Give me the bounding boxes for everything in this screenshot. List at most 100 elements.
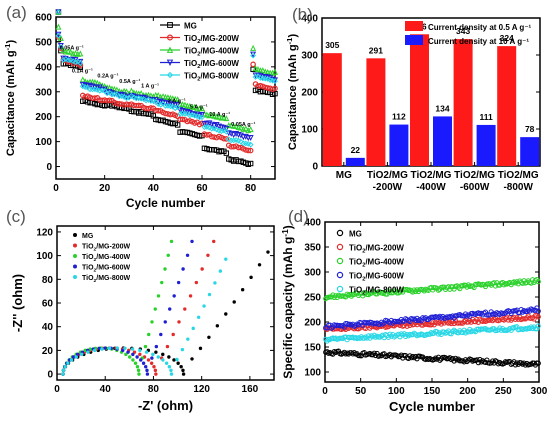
panel-c-point: [207, 292, 212, 297]
panel-d-ytick-label: 250: [304, 293, 321, 304]
panel-c-point: [126, 350, 130, 354]
panel-c-point: [153, 368, 158, 373]
panel-d-legend-marker: [336, 243, 344, 251]
panel-a-point: [247, 126, 254, 133]
panel-a-point: [169, 103, 176, 110]
panel-c-point: [138, 352, 142, 357]
panel-c-point: [154, 372, 158, 376]
panel-c-xtick-label: 80: [148, 384, 160, 395]
panel-a-rate-capability: 0 20 40 60 80 0 100 200 300 400 500 600 Cycle number…: [3, 3, 279, 210]
panel-a-point: [55, 23, 62, 30]
panel-c-point: [153, 307, 157, 311]
panel-c-point: [86, 350, 90, 354]
panel-a-legend-text: MG: [184, 22, 197, 31]
panel-c-point: [135, 365, 140, 369]
panel-a-point: [145, 96, 152, 103]
panel-a-xtick-label: 60: [196, 183, 208, 194]
panel-c-point: [151, 352, 155, 357]
panel-c-point: [179, 365, 183, 369]
panel-a-frame: [55, 16, 276, 180]
panel-b-value-label: 112: [392, 112, 406, 122]
panel-c-point: [194, 280, 199, 285]
panel-a-point: [65, 57, 72, 64]
panel-a-point: [162, 110, 169, 117]
panel-a-xtick-label: 20: [99, 183, 111, 194]
panel-c-point: [156, 355, 160, 359]
panel-b-bar: [453, 39, 473, 167]
panel-d-point: [405, 355, 412, 362]
panel-d-cycling-stability: 0 50 100 150 200 250 300 100 150 200 250 300 350 400 C…: [280, 207, 548, 414]
panel-b-bar: [433, 116, 452, 166]
panel-d-xtick-label: 50: [355, 386, 367, 397]
panel-b-category-label-2: -800W: [503, 182, 533, 193]
panel-b-value-label: 291: [369, 45, 383, 55]
panel-c-point: [103, 346, 107, 350]
panel-c-point: [167, 365, 172, 369]
panel-c-point: [159, 332, 163, 337]
panel-a-point: [199, 114, 205, 121]
panel-d-point: [474, 357, 480, 363]
panel-c-point: [93, 348, 97, 353]
panel-c-point: [163, 320, 167, 324]
panel-b-category-label-2: -400W: [416, 182, 446, 193]
panel-c-point: [130, 347, 135, 351]
panel-c-point: [139, 358, 143, 362]
panel-a-point: [223, 150, 230, 156]
panel-label: (c): [6, 207, 26, 226]
panel-a-point: [247, 147, 254, 154]
panel-c-point: [249, 275, 253, 280]
panel-c-point: [150, 320, 154, 324]
panel-d-point: [482, 309, 489, 315]
panel-a-annotation: 0.05A g⁻¹: [60, 44, 84, 51]
panel-d-legend-text: TiO2/MG-200W: [349, 244, 404, 255]
panel-c-legend-text: TiO2/MG-400W: [82, 254, 131, 263]
panel-a-point: [148, 105, 154, 111]
panel-a-xtick-label: 0: [53, 183, 59, 194]
panel-a-point: [250, 44, 257, 51]
panel-d-legend-text: TiO2/MG-800W: [349, 286, 404, 297]
panel-c-point: [128, 355, 132, 359]
panel-a-legend-text: TiO2/MG-400W: [184, 47, 239, 58]
panel-c-point: [141, 361, 146, 365]
panel-c-point: [181, 267, 185, 271]
panel-c-point: [181, 372, 186, 376]
panel-a-point: [77, 60, 84, 67]
panel-d-xtick-label: 0: [322, 386, 328, 397]
panel-c-point: [176, 280, 181, 285]
panel-c-point: [185, 253, 190, 257]
panel-a-point: [60, 57, 67, 63]
panel-a-point: [186, 102, 193, 109]
panel-c-point: [169, 239, 174, 244]
panel-a-legend-text: TiO2/MG-800W: [184, 72, 239, 83]
panel-c-point: [63, 365, 67, 369]
panel-label: (a): [6, 3, 27, 22]
panel-a-point: [223, 115, 230, 122]
panel-a-point: [257, 82, 264, 89]
panel-a-point: [252, 74, 259, 80]
panel-b-value-label: 134: [435, 103, 449, 113]
panel-d-point: [467, 313, 473, 319]
panel-c-xtick-label: 160: [242, 384, 259, 395]
panel-b-category-label-2: -200W: [373, 182, 403, 193]
panel-c-point: [202, 304, 206, 308]
panel-a-point: [179, 116, 186, 123]
panel-c-point: [196, 315, 201, 320]
panel-a-point: [60, 47, 67, 54]
panel-d-point: [323, 296, 329, 302]
panel-c-point: [154, 344, 159, 349]
panel-a-point: [155, 107, 162, 114]
panel-c-point: [224, 257, 228, 261]
panel-a-annotation: 0.2A g⁻¹: [97, 73, 118, 80]
panel-c-xlabel: -Z' (ohm): [138, 398, 193, 413]
panel-c-point: [212, 239, 216, 244]
panel-a-annotation: 5 A g⁻¹: [190, 103, 208, 110]
panel-a-point: [247, 160, 254, 167]
panel-d-point: [442, 315, 449, 321]
panel-c-point: [172, 294, 176, 298]
panel-b-value-label: 305: [325, 40, 339, 50]
panel-d-point: [328, 325, 335, 331]
panel-d-point: [484, 357, 490, 363]
panel-a-point: [208, 125, 215, 132]
panel-d-xtick-label: 150: [424, 386, 441, 397]
